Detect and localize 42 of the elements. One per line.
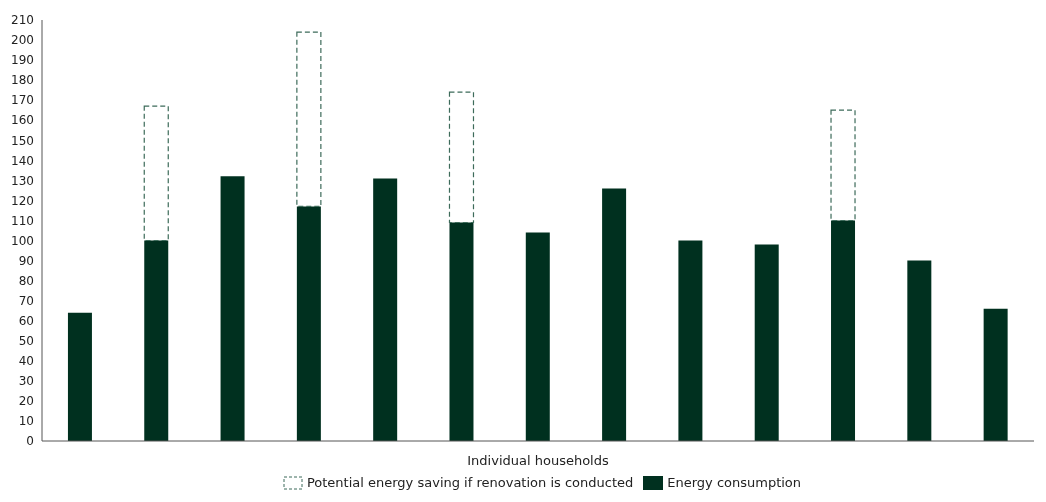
bar xyxy=(678,240,703,441)
bar xyxy=(831,220,856,441)
y-tick-label: 150 xyxy=(11,133,34,148)
bar xyxy=(448,91,475,224)
y-tick-label: 110 xyxy=(11,213,34,228)
legend-label: Potential energy saving if renovation is conducted xyxy=(306,475,634,490)
y-tick-label: 50 xyxy=(18,334,34,349)
y-tick-label: 160 xyxy=(11,113,34,128)
y-tick-label: 20 xyxy=(18,394,34,409)
y-tick-label: 80 xyxy=(18,273,34,288)
bar xyxy=(220,176,245,441)
bar xyxy=(525,232,550,441)
y-tick-label: 200 xyxy=(11,33,34,48)
bar xyxy=(983,308,1008,441)
bar xyxy=(754,244,779,441)
y-tick-label: 0 xyxy=(26,434,34,449)
y-tick-label: 190 xyxy=(11,53,34,68)
bar xyxy=(296,206,321,441)
x-axis-title: Individual households xyxy=(467,453,609,468)
bar xyxy=(67,312,92,441)
bar xyxy=(144,240,169,441)
y-tick-label: 180 xyxy=(11,73,34,88)
bar xyxy=(373,178,398,441)
y-tick-label: 100 xyxy=(11,233,34,248)
y-tick-label: 130 xyxy=(11,173,34,188)
bar xyxy=(830,109,856,222)
y-tick-label: 40 xyxy=(18,354,34,369)
bar xyxy=(602,188,627,441)
y-tick-label: 140 xyxy=(11,153,34,168)
y-tick-label: 210 xyxy=(11,13,34,28)
y-tick-label: 90 xyxy=(18,253,34,268)
y-tick-label: 170 xyxy=(11,93,34,108)
bar xyxy=(907,260,932,441)
bar xyxy=(449,222,474,441)
y-tick-label: 70 xyxy=(18,293,34,308)
bar xyxy=(143,105,169,242)
y-tick-label: 120 xyxy=(11,193,34,208)
y-tick-label: 10 xyxy=(18,414,34,429)
y-tick-label: 30 xyxy=(18,374,34,389)
bar xyxy=(296,31,322,208)
y-tick-label: 60 xyxy=(18,313,34,328)
legend-label: Energy consumption xyxy=(667,475,802,490)
